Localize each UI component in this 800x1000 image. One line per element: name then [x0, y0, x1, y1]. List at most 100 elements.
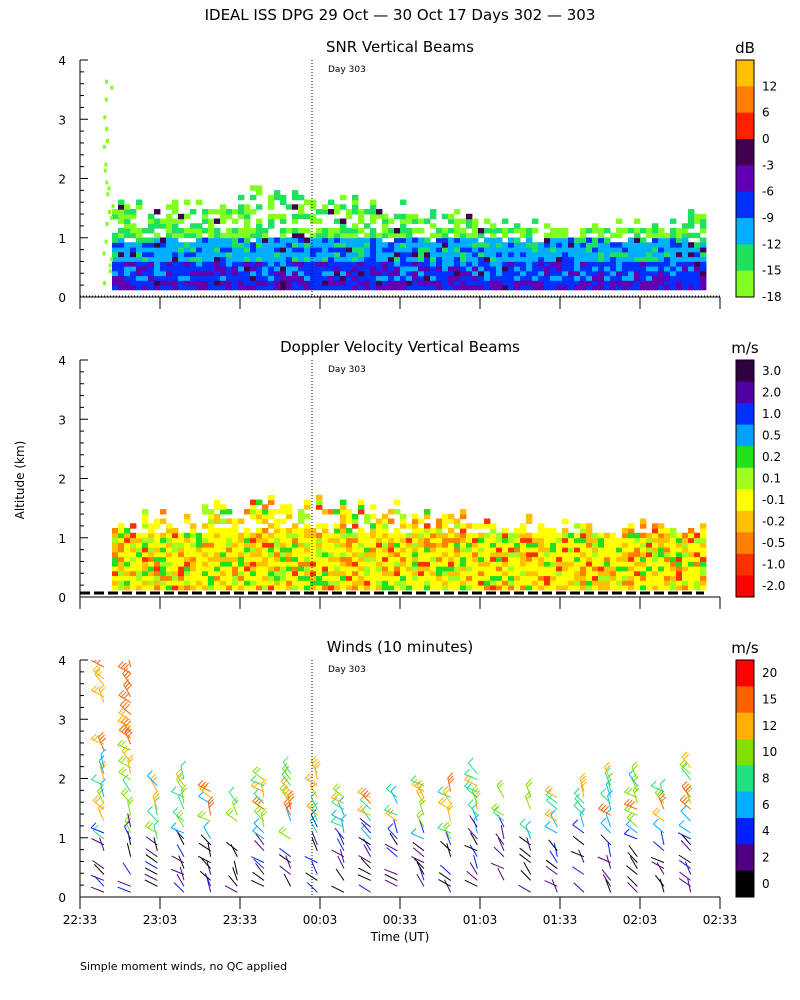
snr-cell [508, 280, 515, 286]
y-tick-label: 2 [58, 773, 66, 787]
snr-cell [220, 209, 227, 215]
doppler-cell [256, 580, 263, 586]
snr-cell [658, 280, 665, 286]
snr-cell [280, 251, 287, 258]
snr-cell [688, 256, 695, 262]
snr-cell [274, 242, 281, 248]
doppler-cell [226, 556, 233, 562]
snr-cell [490, 237, 497, 243]
doppler-cell [262, 518, 269, 524]
colorbar-swatch [736, 739, 754, 766]
snr-cell [550, 280, 557, 286]
snr-cell [676, 261, 683, 267]
doppler-cell [286, 580, 293, 586]
doppler-cell [658, 584, 665, 591]
wind-barb-flag [384, 804, 390, 811]
doppler-cell [340, 542, 347, 548]
doppler-cell [478, 575, 485, 581]
wind-barb [496, 785, 505, 798]
doppler-cell [544, 580, 551, 586]
doppler-cell [406, 532, 413, 539]
wind-barb-flag [685, 785, 692, 792]
snr-cell [646, 251, 653, 258]
doppler-cell [502, 561, 509, 567]
snr-cell [154, 256, 161, 262]
doppler-cell [382, 556, 389, 562]
wind-barb-flag [629, 801, 636, 807]
snr-cell [376, 246, 383, 253]
snr-cell [586, 280, 593, 286]
snr-cell [490, 223, 497, 229]
snr-cell [112, 270, 119, 277]
doppler-cell [598, 551, 605, 558]
snr-cell [640, 280, 647, 286]
snr-cell [430, 280, 437, 286]
doppler-cell [388, 509, 395, 515]
snr-cell [628, 256, 635, 262]
doppler-cell [124, 528, 131, 534]
snr-cell [586, 261, 593, 267]
doppler-cell [232, 551, 239, 558]
doppler-cell [388, 584, 395, 591]
snr-cell [532, 228, 539, 234]
wind-barb-flag [607, 790, 613, 796]
doppler-cell [580, 528, 587, 534]
doppler-cell [544, 565, 551, 572]
doppler-cell [406, 580, 413, 586]
snr-cell [220, 284, 227, 291]
snr-cell [226, 242, 233, 248]
doppler-cell [448, 570, 455, 577]
doppler-cell [664, 570, 671, 577]
snr-cell [664, 237, 671, 243]
doppler-cell [610, 551, 617, 558]
snr-cell [442, 237, 449, 243]
snr-cell [622, 246, 629, 253]
doppler-cell [448, 532, 455, 539]
snr-cell [346, 213, 353, 220]
wind-barb-flag [92, 664, 99, 671]
snr-cell [286, 270, 293, 277]
snr-cell [520, 228, 527, 234]
doppler-cell [280, 537, 287, 543]
doppler-cell [508, 580, 515, 586]
wind-barb [464, 879, 478, 887]
wind-barb [331, 802, 345, 810]
snr-cell [700, 223, 707, 229]
wind-barb-flag [118, 689, 125, 696]
doppler-cell [466, 551, 473, 558]
doppler-cell [598, 537, 605, 543]
wind-barb-flag [652, 807, 659, 814]
wind-barb [600, 793, 612, 804]
doppler-cell [580, 542, 587, 548]
snr-cell [208, 242, 215, 248]
snr-cell [280, 232, 287, 239]
snr-cell [544, 261, 551, 267]
doppler-cell [136, 584, 143, 591]
snr-cell [682, 237, 689, 243]
wind-barb-flag [180, 760, 187, 767]
snr-cell [592, 270, 599, 277]
snr-cell [568, 284, 575, 291]
doppler-cell [304, 499, 311, 505]
doppler-cell [448, 556, 455, 562]
snr-cell [166, 213, 173, 220]
doppler-cell [640, 532, 647, 539]
snr-cell [526, 284, 533, 291]
snr-cell [568, 280, 575, 286]
snr-cell [118, 204, 125, 210]
wind-barb [98, 760, 105, 774]
snr-cell [148, 275, 155, 281]
doppler-cell [304, 504, 311, 510]
doppler-cell [670, 528, 677, 534]
doppler-cell [394, 565, 401, 572]
wind-barb-flag [118, 755, 124, 762]
snr-cell [328, 228, 335, 234]
snr-cell [496, 275, 503, 281]
snr-cell [670, 228, 677, 234]
wind-barb-flag [572, 819, 579, 826]
wind-barb [203, 826, 212, 840]
doppler-cell [646, 556, 653, 562]
doppler-cell [682, 551, 689, 558]
doppler-cell [238, 584, 245, 591]
doppler-cell [538, 546, 545, 553]
